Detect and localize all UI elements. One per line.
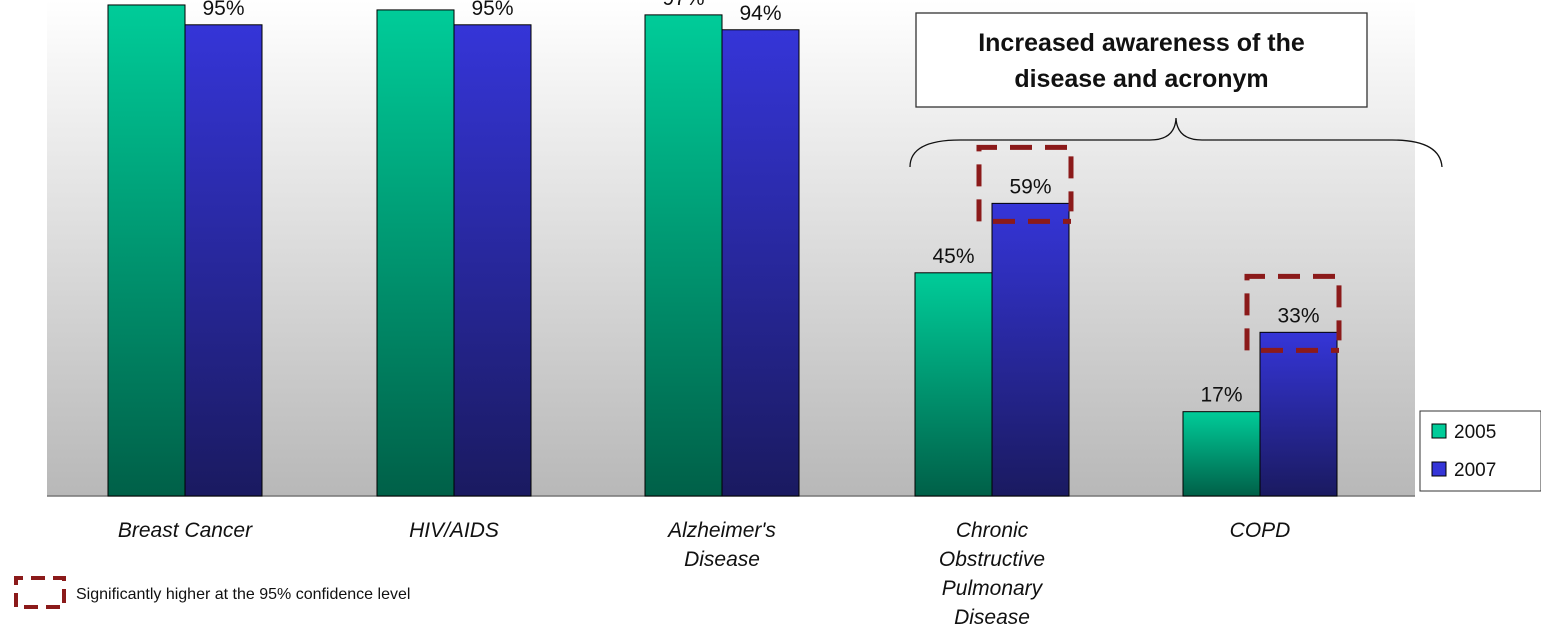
legend: 2005 2007 (1419, 410, 1541, 492)
category-label-3: Chronic Obstructive Pulmonary Disease (939, 519, 1045, 629)
footnote: Significantly higher at the 95% confiden… (14, 576, 410, 609)
value-label-2007-2: 94% (739, 2, 781, 25)
value-label-2007-3: 59% (1009, 175, 1051, 198)
value-labels: 99%95%98%95%97%94%45%59%17%33% (202, 0, 1319, 407)
significance-box-0 (976, 144, 1074, 224)
bars-layer (107, 4, 1338, 497)
bar-2007-2 (721, 29, 800, 497)
callout-line-2: disease and acronym (1014, 65, 1268, 93)
category-label-4: COPD (1230, 519, 1291, 542)
value-label-2007-4: 33% (1277, 304, 1319, 327)
bar-2005-2 (644, 14, 723, 497)
callout-brace (909, 117, 1443, 168)
bar-2005-0 (107, 4, 186, 497)
bar-2005-1 (376, 9, 455, 497)
value-label-2005-3: 45% (932, 245, 974, 268)
legend-label-2005: 2005 (1454, 422, 1496, 443)
value-label-2005-2: 97% (662, 0, 704, 10)
bar-2007-4 (1259, 331, 1338, 497)
callout-box (915, 12, 1368, 108)
category-label-1: HIV/AIDS (409, 519, 499, 542)
legend-swatch-2005 (1431, 423, 1447, 439)
legend-swatch-2007 (1431, 461, 1447, 477)
footnote-dashed-box-icon (14, 576, 66, 609)
callout-line-1: Increased awareness of the (978, 29, 1305, 57)
bar-2005-4 (1182, 411, 1261, 497)
value-label-2007-1: 95% (471, 0, 513, 20)
bar-2007-3 (991, 202, 1070, 497)
value-label-2005-1: 98% (394, 0, 436, 5)
category-label-0: Breast Cancer (118, 519, 253, 542)
bar-2005-3 (914, 272, 993, 497)
significance-box-1 (1244, 273, 1342, 353)
footnote-text: Significantly higher at the 95% confiden… (76, 586, 410, 603)
significance-boxes (976, 144, 1342, 353)
callout: Increased awareness of the disease and a… (909, 12, 1443, 168)
category-labels: Breast Cancer HIV/AIDS Alzheimer's Disease C… (118, 519, 1290, 629)
bar-2007-0 (184, 24, 263, 497)
value-label-2007-0: 95% (202, 0, 244, 20)
value-label-2005-4: 17% (1200, 384, 1242, 407)
bar-2007-1 (453, 24, 532, 497)
legend-label-2007: 2007 (1454, 460, 1496, 481)
category-label-2: Alzheimer's Disease (666, 519, 776, 571)
